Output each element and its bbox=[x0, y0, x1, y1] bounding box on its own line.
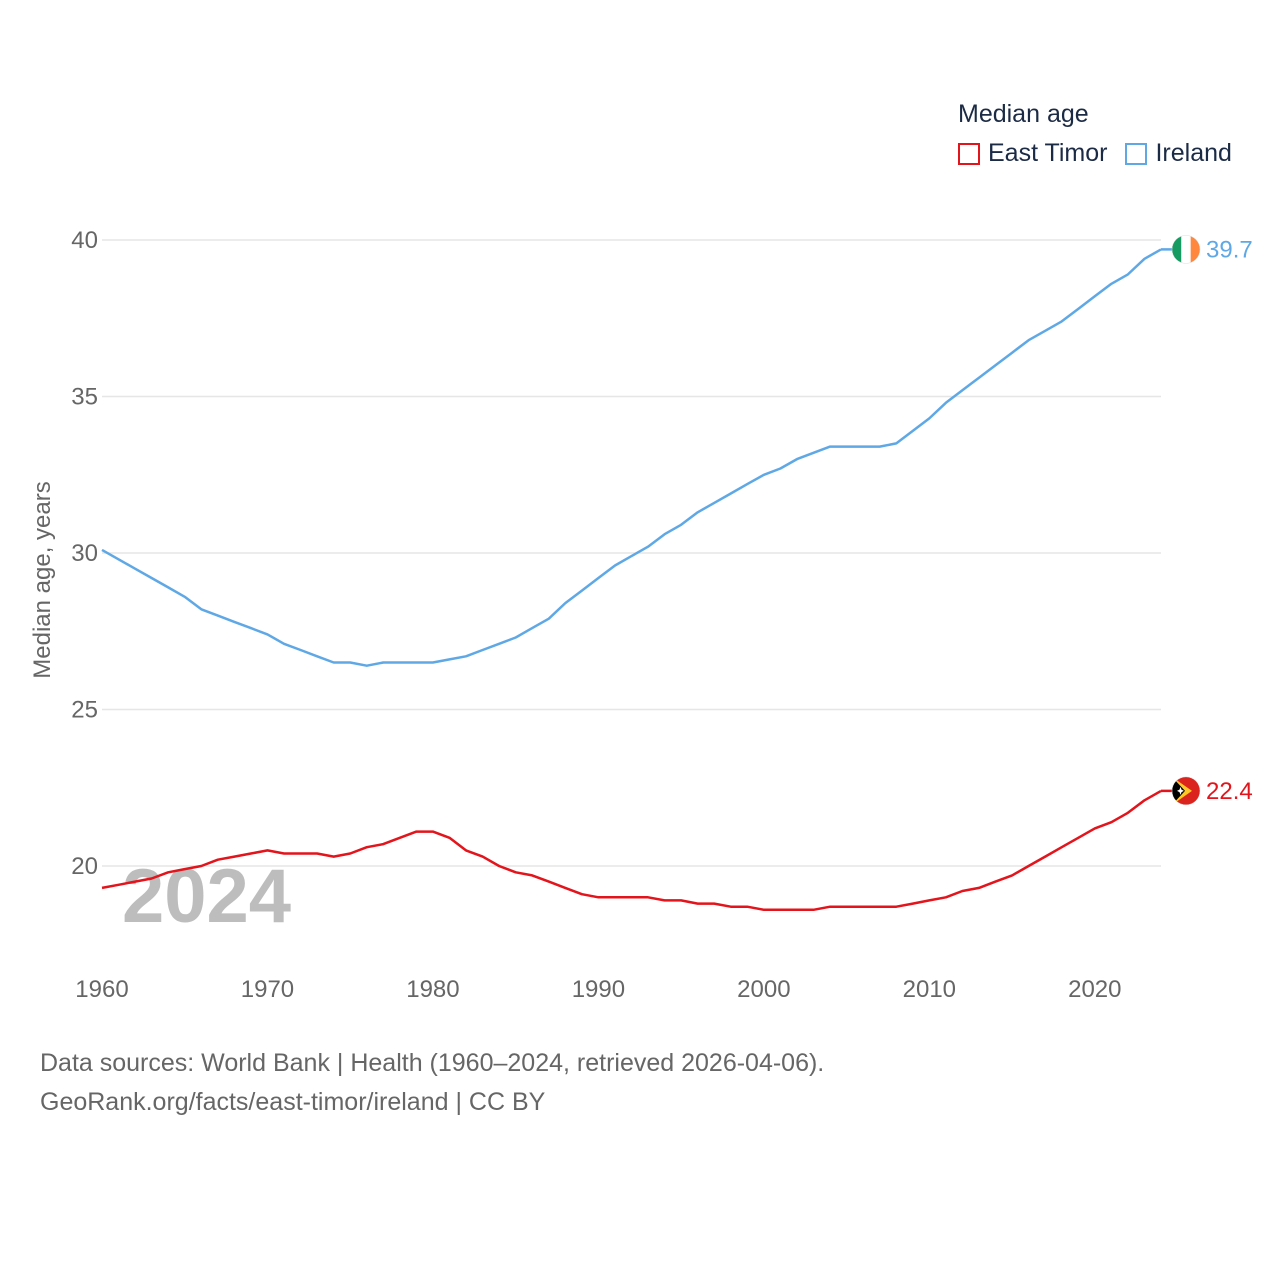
data-sources: Data sources: World Bank | Health (1960–… bbox=[40, 1044, 824, 1122]
legend-title: Median age bbox=[958, 100, 1089, 128]
end-value-label-ireland: 39.7 bbox=[1206, 236, 1253, 263]
x-tick-label: 1980 bbox=[406, 976, 459, 1003]
legend: Median age East Timor Ireland bbox=[958, 100, 1232, 168]
x-tick-label: 2010 bbox=[903, 976, 956, 1003]
x-axis-ticks: 1960 1970 1980 1990 2000 2010 2020 bbox=[75, 976, 1121, 1003]
legend-items: East Timor Ireland bbox=[958, 139, 1232, 168]
series-lines bbox=[101, 248, 1162, 912]
y-tick-label: 40 bbox=[71, 227, 98, 254]
legend-label-ireland: Ireland bbox=[1155, 139, 1232, 167]
legend-swatch-ireland bbox=[1125, 142, 1148, 165]
y-tick-label: 25 bbox=[71, 697, 98, 724]
grid-lines bbox=[102, 239, 1161, 867]
series-line-east-timor[interactable] bbox=[101, 789, 1162, 912]
x-tick-label: 2000 bbox=[737, 976, 790, 1003]
y-tick-label: 20 bbox=[71, 853, 98, 880]
legend-swatch-east-timor bbox=[958, 142, 980, 165]
legend-item-ireland[interactable]: Ireland bbox=[1125, 139, 1232, 168]
legend-item-east-timor[interactable]: East Timor bbox=[958, 139, 1107, 168]
x-tick-label: 1970 bbox=[241, 976, 294, 1003]
year-overlay: 2024 bbox=[122, 854, 291, 939]
sources-line: Data sources: World Bank | Health (1960–… bbox=[40, 1049, 825, 1077]
y-tick-label: 35 bbox=[71, 384, 98, 411]
y-tick-label: 30 bbox=[71, 540, 98, 567]
x-tick-label: 1960 bbox=[75, 976, 128, 1003]
x-tick-label: 1990 bbox=[572, 976, 625, 1003]
y-axis-title: Median age, years bbox=[29, 481, 56, 678]
end-value-label-east-timor: 22.4 bbox=[1206, 778, 1253, 805]
y-axis-ticks: 20 25 30 35 40 bbox=[71, 227, 98, 880]
x-tick-label: 2020 bbox=[1068, 976, 1121, 1003]
east-timor-flag-icon bbox=[1171, 776, 1201, 806]
attribution-line: GeoRank.org/facts/east-timor/ireland | C… bbox=[40, 1088, 546, 1116]
legend-label-east-timor: East Timor bbox=[988, 139, 1108, 167]
series-line-ireland[interactable] bbox=[101, 248, 1162, 667]
series-end-markers: 22.4 39.7 bbox=[1161, 235, 1253, 806]
ireland-flag-icon bbox=[1171, 235, 1201, 264]
